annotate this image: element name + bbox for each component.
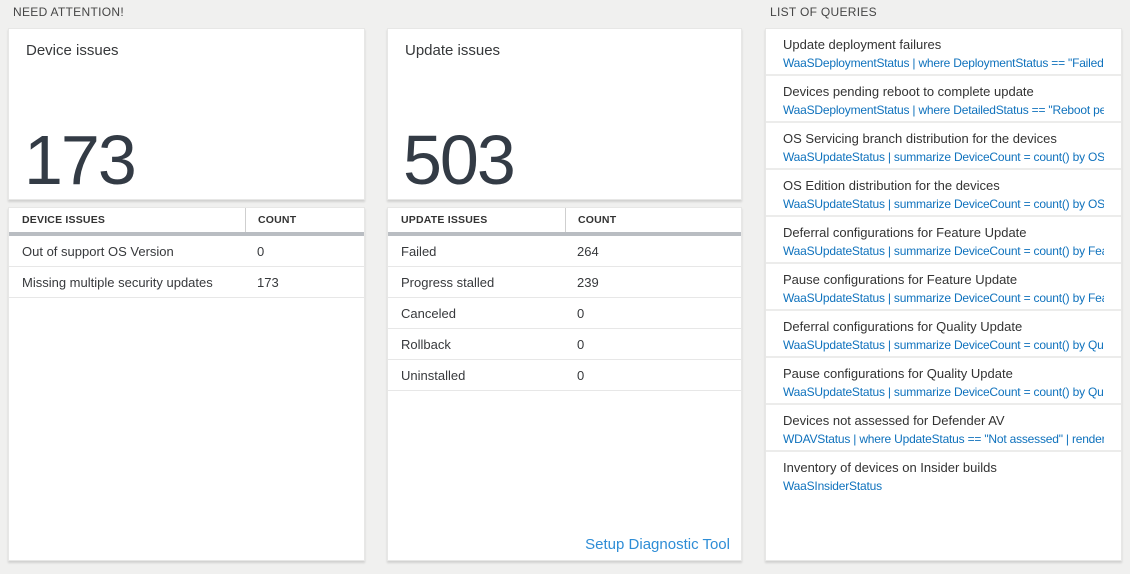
update-issues-total-count: 503: [403, 121, 516, 199]
column-header-update-issues: UPDATE ISSUES: [401, 214, 488, 226]
list-of-queries-panel: Update deployment failures WaaSDeploymen…: [765, 28, 1122, 561]
query-title: Pause configurations for Quality Update: [783, 366, 1013, 381]
query-text: WaaSUpdateStatus | summarize DeviceCount…: [783, 244, 1104, 258]
setup-diagnostic-tool-link[interactable]: Setup Diagnostic Tool: [585, 536, 730, 553]
column-header-device-issues: DEVICE ISSUES: [22, 214, 106, 226]
update-issues-card-title: Update issues: [405, 42, 501, 59]
update-issue-label: Failed: [401, 243, 437, 259]
query-title: Update deployment failures: [783, 37, 942, 52]
update-issue-label: Canceled: [401, 305, 456, 321]
query-text: WaaSDeploymentStatus | where DetailedSta…: [783, 103, 1104, 117]
query-text: WaaSDeploymentStatus | where DeploymentS…: [783, 56, 1104, 70]
query-title: OS Edition distribution for the devices: [783, 178, 1000, 193]
query-list-item[interactable]: Pause configurations for Quality Update …: [766, 358, 1121, 405]
update-issue-table-row[interactable]: Rollback 0: [388, 329, 741, 360]
device-issues-table-panel: DEVICE ISSUES COUNT Out of support OS Ve…: [8, 207, 365, 561]
query-list-item[interactable]: Deferral configurations for Feature Upda…: [766, 217, 1121, 264]
update-issue-label: Rollback: [401, 336, 451, 352]
update-issues-table-header: UPDATE ISSUES COUNT: [388, 208, 741, 236]
query-title: Devices not assessed for Defender AV: [783, 413, 1005, 428]
section-title-need-attention: NEED ATTENTION!: [13, 5, 124, 19]
column-header-count: COUNT: [245, 208, 364, 232]
query-text: WaaSUpdateStatus | summarize DeviceCount…: [783, 385, 1104, 399]
query-text: WaaSInsiderStatus: [783, 479, 882, 493]
device-issues-card-title: Device issues: [26, 42, 119, 59]
query-text: WDAVStatus | where UpdateStatus == "Not …: [783, 432, 1104, 446]
query-title: Pause configurations for Feature Update: [783, 272, 1018, 287]
update-issue-label: Uninstalled: [401, 367, 466, 383]
device-issue-label: Out of support OS Version: [22, 243, 174, 259]
device-issues-table-header: DEVICE ISSUES COUNT: [9, 208, 364, 236]
update-issue-table-row[interactable]: Failed 264: [388, 236, 741, 267]
update-issue-count: 239: [577, 274, 599, 290]
query-list-item[interactable]: Pause configurations for Feature Update …: [766, 264, 1121, 311]
update-issues-table-body: Failed 264 Progress stalled 239 Canceled…: [388, 236, 741, 391]
update-issue-table-row[interactable]: Progress stalled 239: [388, 267, 741, 298]
column-header-count: COUNT: [565, 208, 741, 232]
device-issues-card[interactable]: Device issues 173: [8, 28, 365, 200]
query-text: WaaSUpdateStatus | summarize DeviceCount…: [783, 291, 1104, 305]
device-issue-count: 0: [257, 243, 265, 259]
update-issue-count: 264: [577, 243, 599, 259]
query-list-item[interactable]: Update deployment failures WaaSDeploymen…: [766, 29, 1121, 76]
update-issue-table-row[interactable]: Uninstalled 0: [388, 360, 741, 391]
query-list-item[interactable]: Inventory of devices on Insider builds W…: [766, 452, 1121, 499]
update-issues-card[interactable]: Update issues 503: [387, 28, 742, 200]
update-issue-count: 0: [577, 367, 585, 383]
query-list-item[interactable]: Devices pending reboot to complete updat…: [766, 76, 1121, 123]
device-issue-count: 173: [257, 274, 279, 290]
query-text: WaaSUpdateStatus | summarize DeviceCount…: [783, 338, 1104, 352]
update-issues-table-panel: UPDATE ISSUES COUNT Failed 264 Progress …: [387, 207, 742, 561]
device-issue-label: Missing multiple security updates: [22, 274, 213, 290]
query-list: Update deployment failures WaaSDeploymen…: [766, 29, 1121, 499]
device-issues-table-body: Out of support OS Version 0 Missing mult…: [9, 236, 364, 298]
update-issue-count: 0: [577, 305, 585, 321]
query-title: Deferral configurations for Quality Upda…: [783, 319, 1023, 334]
query-text: WaaSUpdateStatus | summarize DeviceCount…: [783, 150, 1104, 164]
update-issue-label: Progress stalled: [401, 274, 495, 290]
query-title: Inventory of devices on Insider builds: [783, 460, 997, 475]
query-list-item[interactable]: Devices not assessed for Defender AV WDA…: [766, 405, 1121, 452]
device-issues-total-count: 173: [24, 121, 137, 199]
device-issue-table-row[interactable]: Out of support OS Version 0: [9, 236, 364, 267]
query-list-item[interactable]: Deferral configurations for Quality Upda…: [766, 311, 1121, 358]
query-list-item[interactable]: OS Edition distribution for the devices …: [766, 170, 1121, 217]
query-text: WaaSUpdateStatus | summarize DeviceCount…: [783, 197, 1104, 211]
device-issue-table-row[interactable]: Missing multiple security updates 173: [9, 267, 364, 298]
query-title: OS Servicing branch distribution for the…: [783, 131, 1057, 146]
query-title: Deferral configurations for Feature Upda…: [783, 225, 1027, 240]
query-list-item[interactable]: OS Servicing branch distribution for the…: [766, 123, 1121, 170]
update-issue-table-row[interactable]: Canceled 0: [388, 298, 741, 329]
query-title: Devices pending reboot to complete updat…: [783, 84, 1034, 99]
section-title-list-of-queries: LIST OF QUERIES: [770, 5, 877, 19]
update-issue-count: 0: [577, 336, 585, 352]
